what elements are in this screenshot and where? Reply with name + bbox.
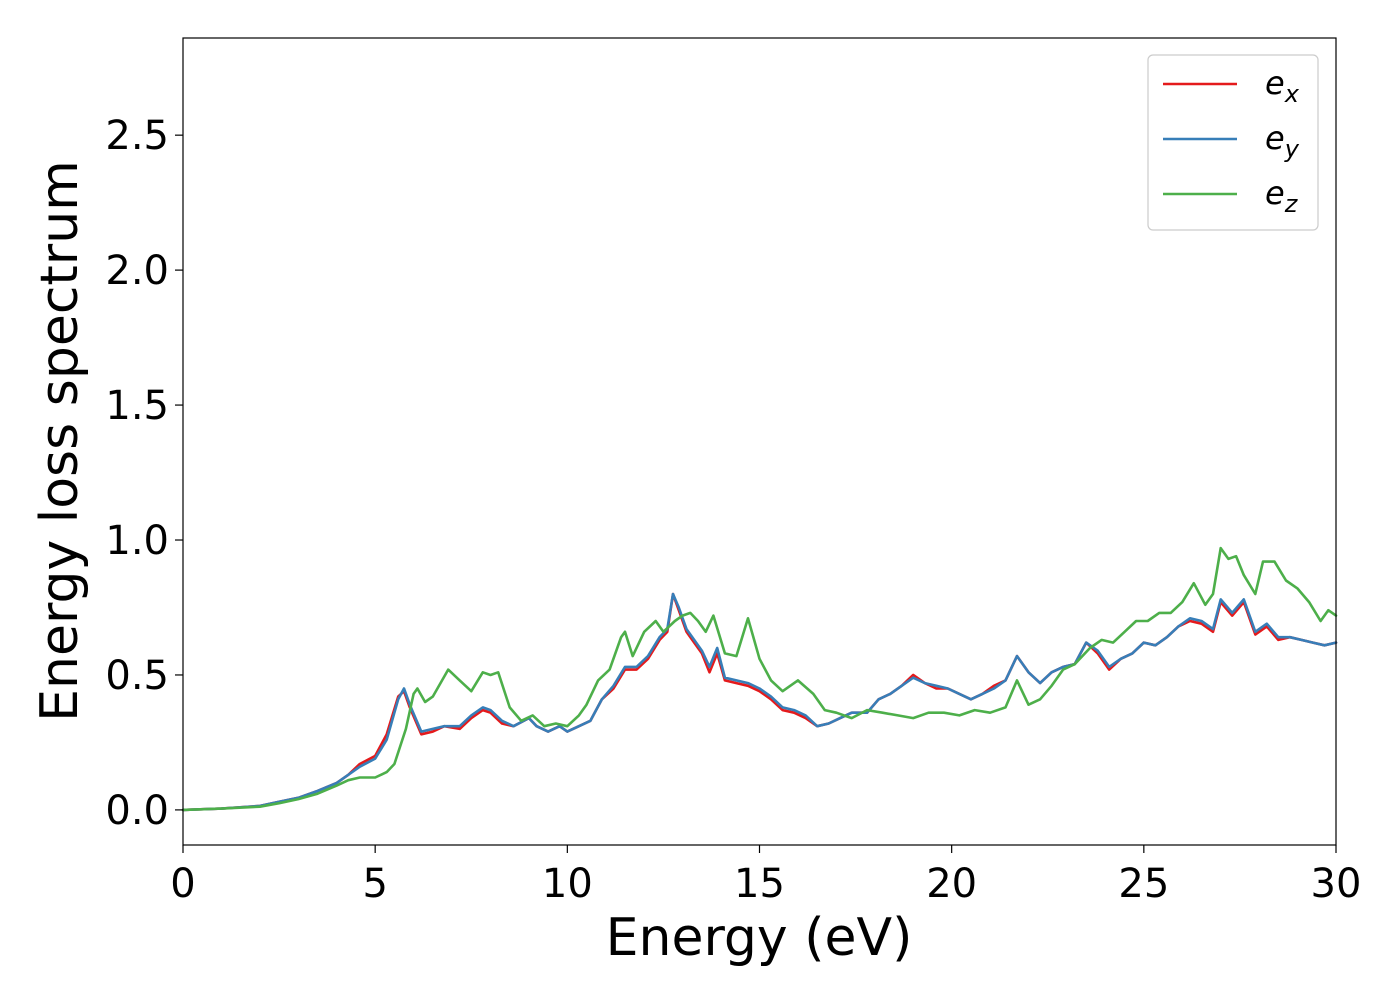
x-axis-label: Energy (eV) (606, 908, 913, 968)
y-axis-label: Energy loss spectrum (30, 160, 90, 722)
y-tick-label: 2.0 (105, 248, 169, 294)
x-tick-label: 5 (362, 861, 387, 907)
series-line-e-y (181, 592, 1338, 812)
x-tick-label: 10 (542, 861, 593, 907)
y-tick-label: 1.5 (105, 383, 169, 429)
y-axis-ticks: 0.0 0.5 1.0 1.5 2.0 2.5 (105, 113, 183, 834)
x-tick-label: 15 (734, 861, 785, 907)
y-tick-label: 0.5 (105, 653, 169, 699)
y-tick-label: 1.0 (105, 518, 169, 564)
x-tick-label: 25 (1118, 861, 1169, 907)
x-tick-label: 20 (926, 861, 977, 907)
series-layer (181, 546, 1338, 812)
x-tick-label: 0 (170, 861, 195, 907)
series-line-e-z (181, 546, 1338, 812)
y-tick-label: 0.0 (105, 788, 169, 834)
legend-box (1147, 54, 1319, 231)
plot-background (183, 38, 1336, 845)
x-axis-ticks: 0 5 10 15 20 25 30 (170, 845, 1361, 907)
y-tick-label: 2.5 (105, 113, 169, 159)
x-tick-label: 30 (1311, 861, 1362, 907)
